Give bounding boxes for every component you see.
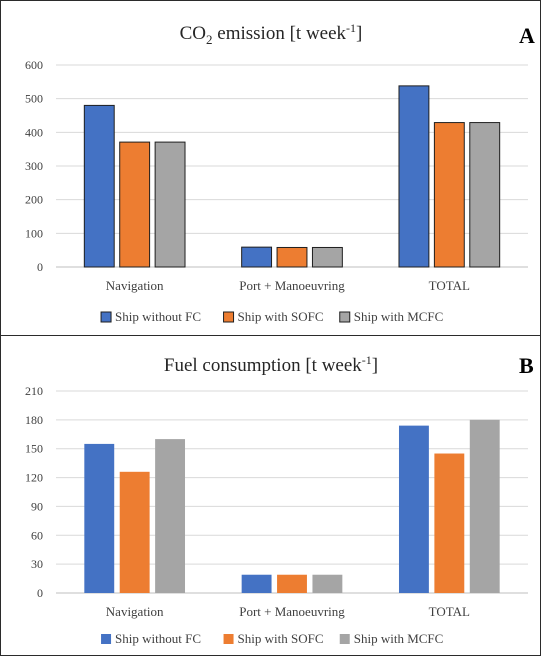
y-tick-label: 600 [25,58,43,72]
legend-swatch [340,634,350,644]
chart-b-svg: Fuel consumption [t week-1] B 0 30 60 90 120… [1,336,541,657]
legend-label: Ship with MCFC [354,631,444,646]
y-tick-label: 0 [37,586,43,600]
panel-letter-b: B [519,353,534,378]
bar [84,444,114,593]
chart-a-svg: CO2 emission [t week-1] A 0 100 200 300 400 5… [1,1,541,338]
panel-letter-a: A [519,23,535,48]
bar [277,575,307,593]
x-category-label: TOTAL [429,278,470,293]
y-tick-label: 100 [25,226,43,240]
bar [242,247,272,267]
y-tick-label: 0 [37,260,43,274]
x-category-label: TOTAL [429,604,470,619]
x-category-label: Navigation [106,278,164,293]
chart-panel-b: Fuel consumption [t week-1] B 0 30 60 90 120… [0,335,541,656]
bar [434,454,464,593]
bar [470,420,500,593]
legend-swatch [224,312,234,322]
bar [120,142,150,267]
legend-label: Ship with SOFC [238,309,324,324]
bar [399,86,429,267]
bar [242,575,272,593]
legend-swatch [340,312,350,322]
bar [399,426,429,593]
chart-b-title: Fuel consumption [t week-1] [164,353,378,376]
bar [155,142,185,267]
bar [120,472,150,593]
legend-swatch [101,634,111,644]
bar [155,439,185,593]
y-tick-label: 300 [25,159,43,173]
bar [277,247,307,267]
legend-label: Ship without FC [115,631,201,646]
legend-label: Ship without FC [115,309,201,324]
bar [312,575,342,593]
y-tick-label: 120 [25,471,43,485]
bar [84,105,114,267]
y-tick-label: 400 [25,125,43,139]
legend-label: Ship with SOFC [238,631,324,646]
bar [434,123,464,267]
legend-label: Ship with MCFC [354,309,444,324]
chart-a-title: CO2 emission [t week-1] [180,21,363,47]
bar [470,123,500,267]
legend-swatch [101,312,111,322]
y-tick-label: 90 [31,499,43,513]
y-tick-label: 210 [25,384,43,398]
bar [312,247,342,267]
x-category-label: Port + Manoeuvring [239,604,345,619]
y-tick-label: 180 [25,413,43,427]
y-tick-label: 500 [25,92,43,106]
legend-swatch [224,634,234,644]
x-category-label: Navigation [106,604,164,619]
y-tick-label: 150 [25,442,43,456]
y-tick-label: 200 [25,193,43,207]
chart-panel-a: CO2 emission [t week-1] A 0 100 200 300 400 5… [0,0,541,337]
y-tick-label: 30 [31,557,43,571]
y-tick-label: 60 [31,528,43,542]
x-category-label: Port + Manoeuvring [239,278,345,293]
